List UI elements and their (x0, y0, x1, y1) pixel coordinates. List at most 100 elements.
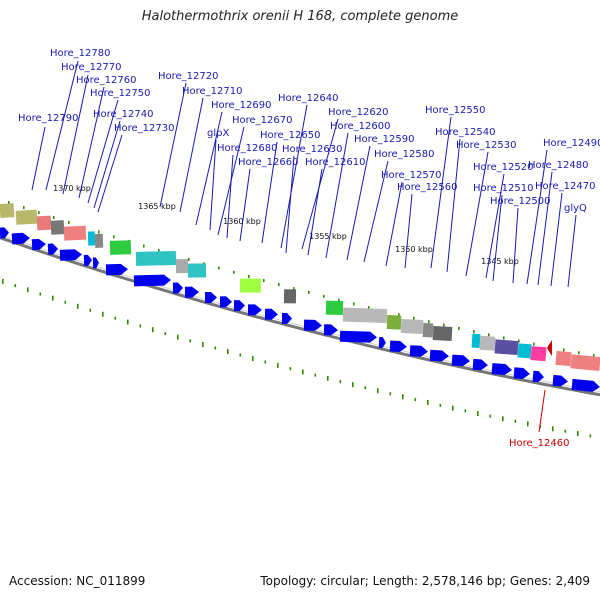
feature-block (432, 325, 453, 341)
skew-tick (503, 336, 505, 340)
skew-tick (589, 434, 592, 438)
gene-label[interactable]: Hore_12670 (232, 115, 293, 126)
feature-block (0, 203, 15, 219)
gene-arrow (552, 374, 568, 387)
feature-block (325, 300, 344, 315)
feature-block (471, 333, 481, 349)
leader-line (404, 193, 413, 269)
gene-arrow (264, 308, 278, 320)
skew-tick (214, 346, 217, 350)
gene-label[interactable]: Hore_12470 (535, 181, 596, 192)
gene-label[interactable]: Hore_12560 (397, 182, 458, 193)
leader-line (567, 214, 577, 288)
gene-label[interactable]: Hore_12770 (61, 62, 122, 73)
gene-label[interactable]: Hore_12550 (425, 105, 486, 116)
leader-line (485, 173, 505, 279)
gene-arrow (219, 296, 232, 308)
gene-label[interactable]: Hore_12600 (330, 121, 391, 132)
gene-label[interactable]: Hore_12790 (18, 113, 79, 124)
gene-arrow (323, 324, 338, 336)
gene-arrow (247, 304, 262, 316)
leader-line (87, 99, 119, 204)
gene-label[interactable]: Hore_12690 (211, 100, 272, 111)
gene-label[interactable]: glyQ (564, 203, 587, 214)
skew-tick (277, 362, 279, 368)
skew-tick (458, 326, 460, 330)
backbone-line-outer (0, 236, 600, 397)
skew-tick (113, 235, 115, 239)
gene-label[interactable]: Hore_12620 (328, 107, 389, 118)
skew-tick (414, 398, 417, 402)
gene-label[interactable]: Hore_12520 (473, 162, 534, 173)
feature-block (109, 240, 132, 255)
leader-line (159, 82, 187, 208)
gene-label[interactable]: Hore_12650 (260, 130, 321, 141)
skew-tick (64, 300, 67, 304)
gene-label[interactable]: glpX (207, 128, 229, 139)
leader-line (465, 151, 489, 277)
skew-tick (218, 266, 220, 270)
gene-label[interactable]: Hore_12610 (305, 157, 366, 168)
gene-label[interactable]: Hore_12500 (490, 196, 551, 207)
skew-tick (314, 373, 317, 377)
skew-tick (327, 375, 329, 381)
skew-tick (53, 216, 55, 220)
leader-line (179, 97, 204, 213)
gene-label[interactable]: Hore_12510 (473, 183, 534, 194)
gene-marker-icon (547, 340, 552, 356)
skew-tick (23, 206, 25, 210)
accession-text: Accession: NC_011899 (9, 574, 146, 588)
gene-label[interactable]: Hore_12680 (217, 143, 278, 154)
skew-tick (593, 354, 595, 358)
scale-label: 1365 kbp (138, 202, 176, 211)
gene-arrow (172, 282, 183, 294)
leader-line (285, 155, 295, 254)
gene-label[interactable]: Hore_12580 (374, 149, 435, 160)
gene-label[interactable]: Hore_12750 (90, 88, 151, 99)
feature-block (342, 307, 388, 324)
gene-arrow (409, 345, 428, 357)
gene-arrow (31, 238, 46, 251)
skew-tick (552, 426, 554, 432)
gene-label[interactable]: Hore_12630 (282, 144, 343, 155)
gene-arrow (532, 370, 544, 383)
gene-label[interactable]: Hore_12480 (528, 160, 589, 171)
skew-tick (353, 302, 355, 306)
leader-line (526, 149, 548, 285)
gene-arrow (233, 300, 245, 312)
gene-label[interactable]: Hore_12540 (435, 127, 496, 138)
skew-tick (502, 416, 504, 422)
gene-arrow (281, 312, 292, 324)
leader-line (239, 168, 251, 242)
skew-tick (514, 419, 517, 423)
highlighted-gene-label[interactable]: Hore_12460 (509, 438, 570, 449)
skew-tick (352, 382, 354, 388)
skew-tick (177, 334, 179, 340)
skew-tick (564, 429, 567, 433)
gene-arrow (513, 367, 530, 379)
skew-tick (402, 394, 404, 400)
gene-label[interactable]: Hore_12780 (50, 48, 111, 59)
gene-label[interactable]: Hore_12740 (93, 109, 154, 120)
gene-label[interactable]: Hore_12640 (278, 93, 339, 104)
leader-line (512, 207, 519, 284)
feature-block (135, 250, 177, 266)
gene-label[interactable]: Hore_12590 (354, 134, 415, 145)
gene-label[interactable]: Hore_12760 (76, 75, 137, 86)
gene-label[interactable]: Hore_12490 (543, 138, 600, 149)
gene-label[interactable]: Hore_12720 (158, 71, 219, 82)
gene-arrow (571, 378, 600, 392)
scale-label: 1370 kbp (53, 184, 91, 193)
feature-block (94, 233, 104, 248)
gene-arrow (133, 274, 171, 287)
scale-label: 1355 kbp (309, 232, 347, 241)
skew-tick (563, 348, 565, 352)
gene-label[interactable]: Hore_12710 (182, 86, 243, 97)
gene-arrow (83, 254, 92, 266)
gene-label[interactable]: Hore_12660 (238, 157, 299, 168)
gene-label[interactable]: Hore_12530 (456, 140, 517, 151)
gene-label[interactable]: Hore_12730 (114, 123, 175, 134)
gene-label[interactable]: Hore_12570 (381, 170, 442, 181)
skew-tick (264, 360, 267, 364)
